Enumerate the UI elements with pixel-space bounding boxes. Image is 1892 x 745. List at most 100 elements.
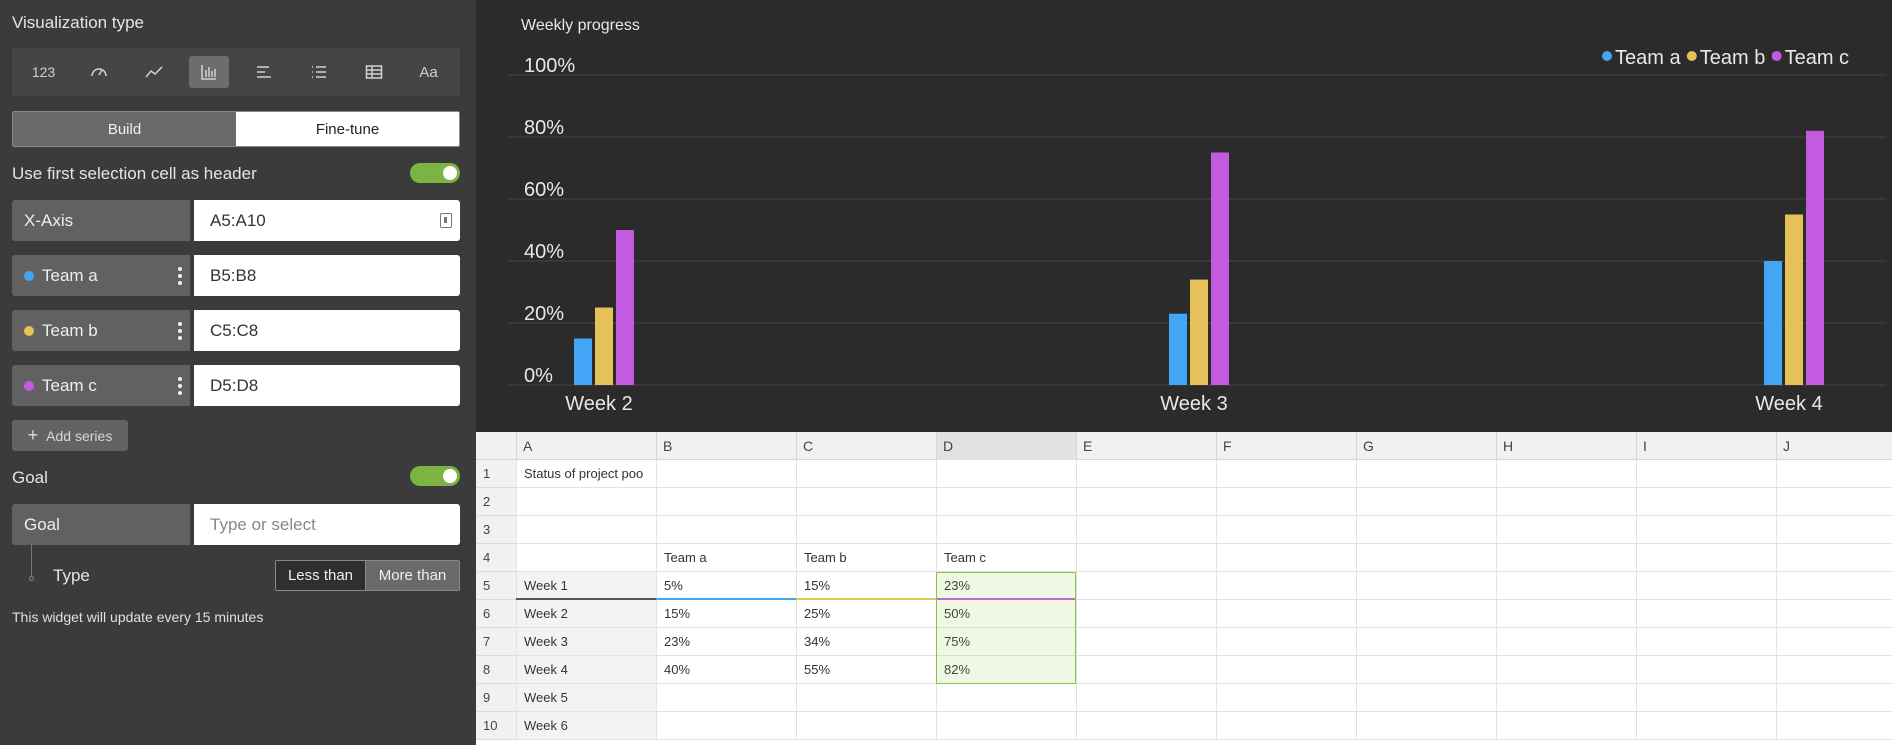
cell-i1[interactable] — [1636, 460, 1776, 488]
cell-i2[interactable] — [1636, 488, 1776, 516]
row-header-4[interactable]: 4 — [476, 544, 516, 572]
column-header-a[interactable]: A — [516, 432, 656, 460]
more-options-icon[interactable] — [178, 377, 182, 395]
viz-line-button[interactable] — [134, 56, 174, 88]
cell-i5[interactable] — [1636, 572, 1776, 600]
cell-c7[interactable]: 34% — [796, 628, 936, 656]
cell-g8[interactable] — [1356, 656, 1496, 684]
cell-b7[interactable]: 23% — [656, 628, 796, 656]
cell-c8[interactable]: 55% — [796, 656, 936, 684]
cell-h2[interactable] — [1496, 488, 1636, 516]
row-header-3[interactable]: 3 — [476, 516, 516, 544]
cell-j7[interactable] — [1776, 628, 1892, 656]
cell-g5[interactable] — [1356, 572, 1496, 600]
cell-h9[interactable] — [1496, 684, 1636, 712]
cell-b5[interactable]: 5% — [656, 572, 796, 600]
bar-team-c-week-3[interactable] — [1211, 152, 1229, 386]
bar-team-c-week-4[interactable] — [1806, 130, 1824, 385]
cell-f3[interactable] — [1216, 516, 1356, 544]
cell-e1[interactable] — [1076, 460, 1216, 488]
add-series-button[interactable]: + Add series — [12, 420, 128, 451]
cell-d3[interactable] — [936, 516, 1076, 544]
cell-e5[interactable] — [1076, 572, 1216, 600]
cell-f5[interactable] — [1216, 572, 1356, 600]
cell-e3[interactable] — [1076, 516, 1216, 544]
cell-j9[interactable] — [1776, 684, 1892, 712]
cell-g3[interactable] — [1356, 516, 1496, 544]
cell-c6[interactable]: 25% — [796, 600, 936, 628]
cell-j1[interactable] — [1776, 460, 1892, 488]
cell-f9[interactable] — [1216, 684, 1356, 712]
cell-j2[interactable] — [1776, 488, 1892, 516]
cell-a10[interactable]: Week 6 — [516, 712, 656, 740]
cell-a1[interactable]: Status of project poo — [516, 460, 656, 488]
series-range-input-team-a[interactable]: B5:B8 — [194, 255, 460, 296]
cell-g9[interactable] — [1356, 684, 1496, 712]
bar-team-c-week-2[interactable] — [616, 230, 634, 385]
cell-b9[interactable] — [656, 684, 796, 712]
series-range-input-team-b[interactable]: C5:C8 — [194, 310, 460, 351]
row-header-10[interactable]: 10 — [476, 712, 516, 740]
series-label-team-c[interactable]: Team c — [12, 365, 190, 406]
bar-team-a-week-2[interactable] — [574, 338, 592, 386]
cell-c9[interactable] — [796, 684, 936, 712]
column-header-b[interactable]: B — [656, 432, 796, 460]
cell-f7[interactable] — [1216, 628, 1356, 656]
cell-e7[interactable] — [1076, 628, 1216, 656]
cell-c5[interactable]: 15% — [796, 572, 936, 600]
goal-toggle[interactable] — [410, 466, 460, 486]
cell-j8[interactable] — [1776, 656, 1892, 684]
cell-i8[interactable] — [1636, 656, 1776, 684]
cell-d4[interactable]: Team c — [936, 544, 1076, 572]
row-header-1[interactable]: 1 — [476, 460, 516, 488]
more-options-icon[interactable] — [178, 322, 182, 340]
series-range-input-team-c[interactable]: D5:D8 — [194, 365, 460, 406]
viz-gauge-button[interactable] — [79, 56, 119, 88]
cell-g10[interactable] — [1356, 712, 1496, 740]
cell-i6[interactable] — [1636, 600, 1776, 628]
cell-f1[interactable] — [1216, 460, 1356, 488]
cell-c4[interactable]: Team b — [796, 544, 936, 572]
cell-a4[interactable] — [516, 544, 656, 572]
row-header-5[interactable]: 5 — [476, 572, 516, 600]
cell-f4[interactable] — [1216, 544, 1356, 572]
column-header-h[interactable]: H — [1496, 432, 1636, 460]
cell-b2[interactable] — [656, 488, 796, 516]
series-label-team-b[interactable]: Team b — [12, 310, 190, 351]
cell-h5[interactable] — [1496, 572, 1636, 600]
cell-f6[interactable] — [1216, 600, 1356, 628]
cell-a5[interactable]: Week 1 — [516, 572, 656, 600]
cell-c3[interactable] — [796, 516, 936, 544]
cell-h4[interactable] — [1496, 544, 1636, 572]
cell-reference-icon[interactable] — [440, 213, 452, 228]
cell-c10[interactable] — [796, 712, 936, 740]
tab-fine-tune[interactable]: Fine-tune — [236, 112, 459, 146]
cell-i9[interactable] — [1636, 684, 1776, 712]
row-header-8[interactable]: 8 — [476, 656, 516, 684]
cell-d2[interactable] — [936, 488, 1076, 516]
cell-h8[interactable] — [1496, 656, 1636, 684]
row-header-9[interactable]: 9 — [476, 684, 516, 712]
cell-a7[interactable]: Week 3 — [516, 628, 656, 656]
cell-j10[interactable] — [1776, 712, 1892, 740]
cell-d10[interactable] — [936, 712, 1076, 740]
column-header-c[interactable]: C — [796, 432, 936, 460]
cell-h1[interactable] — [1496, 460, 1636, 488]
cell-c2[interactable] — [796, 488, 936, 516]
cell-f8[interactable] — [1216, 656, 1356, 684]
cell-a8[interactable]: Week 4 — [516, 656, 656, 684]
cell-g4[interactable] — [1356, 544, 1496, 572]
cell-a3[interactable] — [516, 516, 656, 544]
cell-d1[interactable] — [936, 460, 1076, 488]
cell-b10[interactable] — [656, 712, 796, 740]
column-header-f[interactable]: F — [1216, 432, 1356, 460]
cell-e9[interactable] — [1076, 684, 1216, 712]
cell-g7[interactable] — [1356, 628, 1496, 656]
sheet-corner[interactable] — [476, 432, 516, 460]
column-header-g[interactable]: G — [1356, 432, 1496, 460]
cell-h10[interactable] — [1496, 712, 1636, 740]
cell-j5[interactable] — [1776, 572, 1892, 600]
column-header-i[interactable]: I — [1636, 432, 1776, 460]
more-than-option[interactable]: More than — [366, 561, 459, 590]
viz-number-button[interactable]: 123 — [24, 56, 64, 88]
